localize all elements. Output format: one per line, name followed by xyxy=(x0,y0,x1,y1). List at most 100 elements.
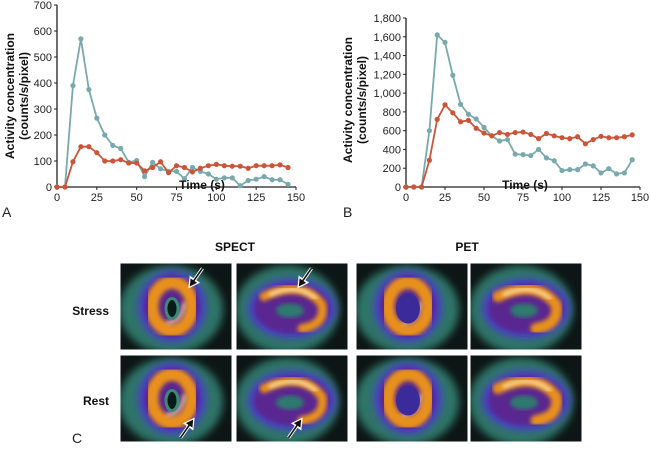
data-point-blood-pool xyxy=(157,166,164,172)
panel-label-a: A xyxy=(2,204,12,220)
y-tick-label: 0 xyxy=(395,182,401,194)
y-tick-label: 1,400 xyxy=(373,51,401,63)
y-tick-label: 100 xyxy=(34,156,52,168)
data-point-blood-pool xyxy=(142,174,148,180)
y-tick-label: 200 xyxy=(383,163,401,175)
data-point-blood-pool xyxy=(450,72,456,78)
data-point-myocardium xyxy=(450,110,456,116)
data-point-blood-pool xyxy=(551,158,557,164)
series-line-blood-pool xyxy=(57,38,289,188)
image-tile-pet-stress-short-axis xyxy=(355,262,469,351)
data-point-blood-pool xyxy=(253,176,259,182)
data-point-myocardium xyxy=(134,160,140,166)
data-point-myocardium xyxy=(94,150,100,156)
image-tile-pet-rest-short-axis xyxy=(355,354,469,443)
arrow-icon xyxy=(287,417,303,439)
data-point-blood-pool xyxy=(150,159,156,165)
data-point-myocardium xyxy=(606,135,612,141)
data-point-blood-pool xyxy=(528,152,534,159)
data-point-myocardium xyxy=(598,133,604,139)
panel-label-c: C xyxy=(72,430,82,446)
data-point-blood-pool xyxy=(78,36,84,42)
data-point-myocardium xyxy=(126,160,132,166)
data-point-blood-pool xyxy=(434,32,440,38)
chart-b-ylabel-line1: Activity concentration xyxy=(341,37,355,163)
y-tick-label: 300 xyxy=(34,104,52,116)
panel-label-b: B xyxy=(343,204,352,220)
data-point-blood-pool xyxy=(536,146,542,153)
data-point-myocardium xyxy=(528,131,534,138)
y-tick-label: 1,200 xyxy=(373,69,401,81)
x-tick-label: 125 xyxy=(592,192,610,204)
column-title-spect: SPECT xyxy=(215,240,256,254)
data-point-blood-pool xyxy=(205,171,211,177)
chart-a-ylabel-line2: (counts/s/pixel) xyxy=(17,52,31,140)
data-point-myocardium xyxy=(458,119,464,125)
x-tick-label: 0 xyxy=(54,192,60,204)
data-point-myocardium xyxy=(614,135,620,141)
image-panel-c: SPECT PET Stress Rest C xyxy=(72,240,583,446)
data-point-blood-pool xyxy=(261,174,267,180)
data-point-myocardium xyxy=(419,184,425,190)
y-tick-label: 0 xyxy=(46,182,52,194)
data-point-blood-pool xyxy=(86,86,92,93)
data-point-blood-pool xyxy=(213,176,219,182)
data-point-myocardium xyxy=(434,116,440,122)
data-point-blood-pool xyxy=(481,124,487,130)
data-point-myocardium xyxy=(253,163,259,169)
data-point-myocardium xyxy=(590,136,596,143)
data-point-myocardium xyxy=(575,134,581,140)
data-point-myocardium xyxy=(110,158,116,164)
data-point-blood-pool xyxy=(426,128,432,134)
chart-b: 0 200 400 600 800 1,000 1,200 1,400 1,600 1,800 0 2… xyxy=(341,13,649,220)
data-point-blood-pool xyxy=(559,167,565,174)
data-point-blood-pool xyxy=(575,167,581,173)
data-point-myocardium xyxy=(150,164,156,171)
chart-b-series xyxy=(403,32,635,190)
data-point-blood-pool xyxy=(629,157,635,163)
image-tile-pet-stress-long-axis xyxy=(469,262,583,351)
data-point-blood-pool xyxy=(221,175,227,181)
data-point-myocardium xyxy=(221,163,227,169)
chart-b-ylabel-line2: (counts/s/pixel) xyxy=(355,56,369,144)
y-tick-label: 800 xyxy=(383,107,401,119)
data-point-myocardium xyxy=(411,184,417,190)
data-point-blood-pool xyxy=(473,116,479,122)
data-point-blood-pool xyxy=(497,138,503,144)
series-line-blood-pool xyxy=(406,32,633,188)
data-point-blood-pool xyxy=(229,175,235,181)
data-point-blood-pool xyxy=(94,115,100,121)
x-tick-label: 100 xyxy=(553,192,571,204)
data-point-myocardium xyxy=(269,163,275,169)
data-point-blood-pool xyxy=(606,166,612,172)
data-point-myocardium xyxy=(629,132,635,138)
data-point-myocardium xyxy=(621,134,628,140)
data-point-myocardium xyxy=(504,131,510,138)
data-point-myocardium xyxy=(473,125,479,131)
x-tick-label: 75 xyxy=(517,192,529,204)
image-tile-spect-rest-long-axis xyxy=(235,354,349,443)
image-tile-pet-rest-long-axis xyxy=(469,354,583,443)
column-title-pet: PET xyxy=(455,240,479,254)
data-point-myocardium xyxy=(261,163,267,169)
data-point-myocardium xyxy=(285,164,291,171)
data-point-blood-pool xyxy=(277,177,283,183)
data-point-blood-pool xyxy=(590,163,596,169)
data-point-myocardium xyxy=(62,184,68,190)
chart-a-axes: 0 100 200 300 400 500 600 700 0 25 50 75 100 125 150 xyxy=(34,0,306,204)
x-tick-label: 25 xyxy=(439,192,451,204)
data-point-myocardium xyxy=(543,130,550,137)
chart-a-series xyxy=(54,36,291,190)
data-point-myocardium xyxy=(520,129,526,135)
x-tick-label: 25 xyxy=(91,192,103,204)
data-point-blood-pool xyxy=(442,39,448,46)
x-tick-label: 125 xyxy=(247,192,265,204)
data-point-myocardium xyxy=(118,157,124,163)
data-point-myocardium xyxy=(213,161,219,167)
data-point-blood-pool xyxy=(245,177,251,184)
data-point-blood-pool xyxy=(504,136,510,143)
data-point-myocardium xyxy=(173,163,180,169)
data-point-blood-pool xyxy=(118,145,124,152)
data-point-myocardium xyxy=(86,144,92,150)
data-point-myocardium xyxy=(197,165,203,171)
